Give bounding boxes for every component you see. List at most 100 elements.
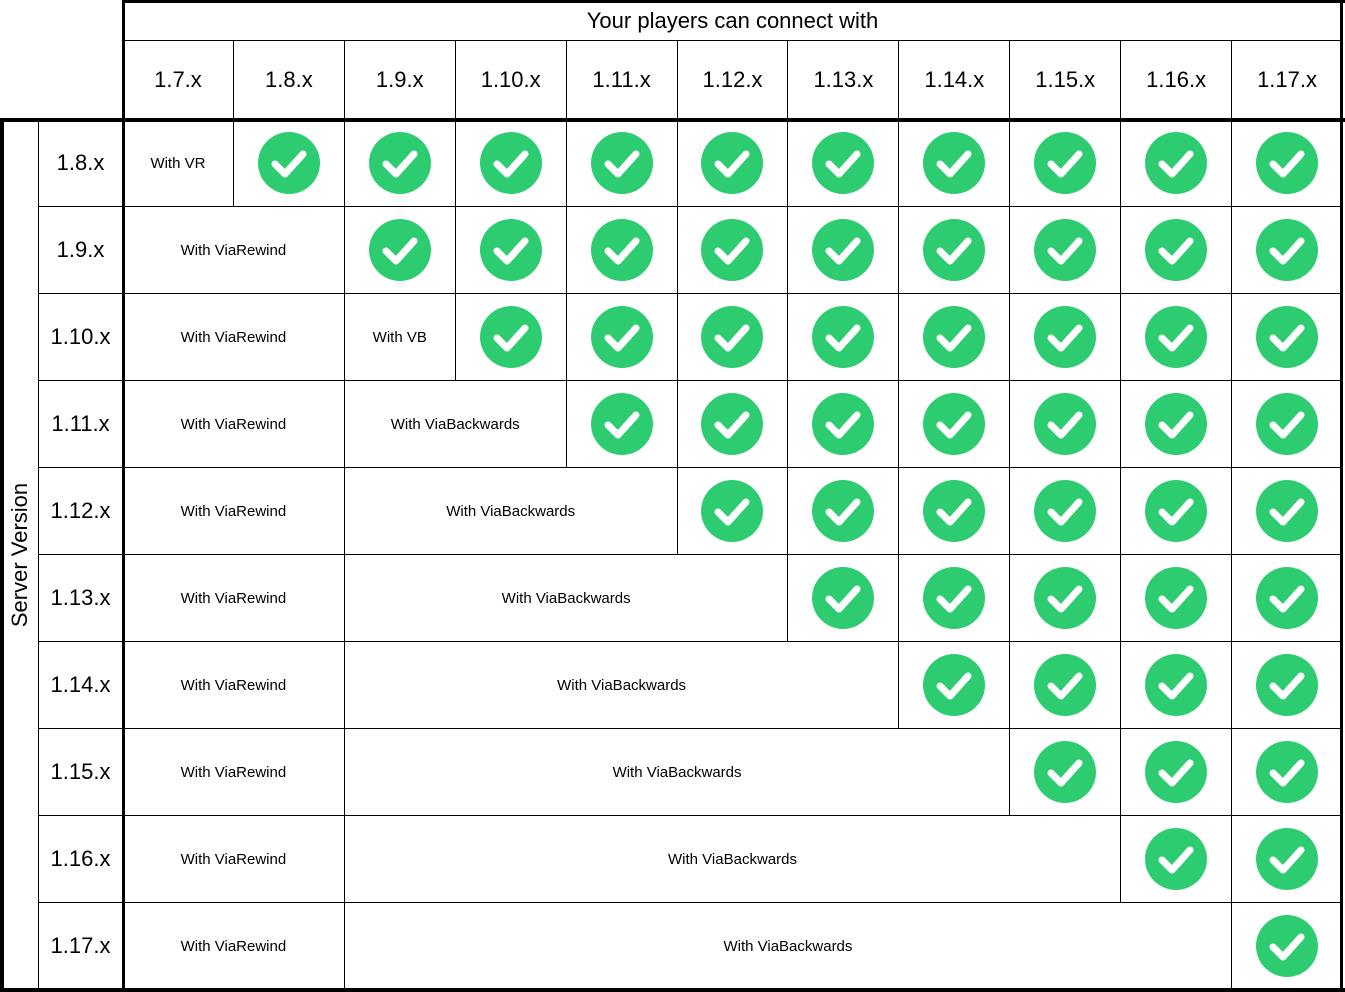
supported-cell xyxy=(788,381,900,468)
check-circle-icon xyxy=(1256,219,1319,281)
plugin-requirement-cell: With VR xyxy=(123,120,234,207)
client-version-header: 1.12.x xyxy=(677,41,789,120)
check-circle-icon xyxy=(923,654,986,716)
supported-cell xyxy=(788,294,900,381)
supported-cell xyxy=(677,120,789,207)
check-circle-icon xyxy=(1256,654,1319,716)
supported-cell xyxy=(788,555,900,642)
supported-cell xyxy=(566,294,678,381)
supported-cell xyxy=(1232,729,1343,816)
check-circle-icon xyxy=(590,393,653,455)
plugin-requirement-cell: With ViaBackwards xyxy=(344,903,1233,990)
supported-cell xyxy=(1010,729,1122,816)
client-version-header: 1.9.x xyxy=(344,41,456,120)
supported-cell xyxy=(677,294,789,381)
table-border xyxy=(1340,118,1343,992)
check-circle-icon xyxy=(1256,828,1319,890)
supported-cell xyxy=(566,120,678,207)
check-circle-icon xyxy=(1256,306,1319,368)
server-version-label: 1.16.x xyxy=(38,816,123,903)
check-circle-icon xyxy=(1256,132,1319,194)
client-version-header: 1.10.x xyxy=(455,41,567,120)
supported-cell xyxy=(899,555,1011,642)
client-version-header: 1.11.x xyxy=(566,41,678,120)
check-circle-icon xyxy=(1145,393,1208,455)
supported-cell xyxy=(1121,381,1233,468)
supported-cell xyxy=(1121,468,1233,555)
check-circle-icon xyxy=(1145,306,1208,368)
server-version-label: 1.12.x xyxy=(38,468,123,555)
supported-cell xyxy=(1121,207,1233,294)
client-version-header: 1.17.x xyxy=(1232,41,1343,120)
check-circle-icon xyxy=(1034,654,1097,716)
supported-cell xyxy=(677,468,789,555)
supported-cell xyxy=(788,207,900,294)
check-circle-icon xyxy=(479,132,542,194)
server-version-label: 1.9.x xyxy=(38,207,123,294)
client-version-header: 1.16.x xyxy=(1121,41,1233,120)
plugin-requirement-cell: With ViaRewind xyxy=(123,555,345,642)
server-version-label: 1.17.x xyxy=(38,903,123,990)
server-version-label: 1.15.x xyxy=(38,729,123,816)
check-circle-icon xyxy=(257,132,320,194)
check-circle-icon xyxy=(701,132,764,194)
supported-cell xyxy=(1010,294,1122,381)
server-version-label: 1.11.x xyxy=(38,381,123,468)
check-circle-icon xyxy=(1034,567,1097,629)
plugin-requirement-cell: With ViaBackwards xyxy=(344,816,1122,903)
supported-cell xyxy=(1232,120,1343,207)
check-circle-icon xyxy=(923,132,986,194)
client-version-header: 1.7.x xyxy=(123,41,234,120)
plugin-requirement-cell: With ViaBackwards xyxy=(344,729,1011,816)
supported-cell xyxy=(455,294,567,381)
plugin-requirement-cell: With ViaRewind xyxy=(123,729,345,816)
supported-cell xyxy=(788,120,900,207)
supported-cell xyxy=(677,207,789,294)
client-version-header: 1.14.x xyxy=(899,41,1011,120)
check-circle-icon xyxy=(1145,654,1208,716)
supported-cell xyxy=(344,207,456,294)
plugin-requirement-cell: With ViaRewind xyxy=(123,816,345,903)
supported-cell xyxy=(344,120,456,207)
check-circle-icon xyxy=(923,480,986,542)
check-circle-icon xyxy=(1145,567,1208,629)
supported-cell xyxy=(455,120,567,207)
supported-cell xyxy=(677,381,789,468)
table-border xyxy=(122,0,125,992)
check-circle-icon xyxy=(1145,828,1208,890)
check-circle-icon xyxy=(1256,393,1319,455)
check-circle-icon xyxy=(812,306,875,368)
supported-cell xyxy=(1232,903,1343,990)
check-circle-icon xyxy=(590,306,653,368)
plugin-requirement-cell: With ViaRewind xyxy=(123,468,345,555)
plugin-requirement-cell: With ViaRewind xyxy=(123,642,345,729)
supported-cell xyxy=(1232,555,1343,642)
check-circle-icon xyxy=(1145,741,1208,803)
check-circle-icon xyxy=(368,219,431,281)
check-circle-icon xyxy=(701,219,764,281)
plugin-requirement-cell: With ViaRewind xyxy=(123,207,345,294)
supported-cell xyxy=(1232,207,1343,294)
header-title: Your players can connect with xyxy=(123,2,1343,41)
check-circle-icon xyxy=(923,306,986,368)
plugin-requirement-cell: With ViaBackwards xyxy=(344,642,900,729)
supported-cell xyxy=(1121,642,1233,729)
supported-cell xyxy=(1232,468,1343,555)
supported-cell xyxy=(233,120,345,207)
supported-cell xyxy=(566,207,678,294)
check-circle-icon xyxy=(590,132,653,194)
check-circle-icon xyxy=(1256,741,1319,803)
supported-cell xyxy=(1121,294,1233,381)
supported-cell xyxy=(1121,120,1233,207)
client-version-header: 1.8.x xyxy=(233,41,345,120)
check-circle-icon xyxy=(1256,567,1319,629)
supported-cell xyxy=(566,381,678,468)
plugin-requirement-cell: With ViaBackwards xyxy=(344,381,567,468)
supported-cell xyxy=(899,381,1011,468)
supported-cell xyxy=(1232,294,1343,381)
check-circle-icon xyxy=(590,219,653,281)
check-circle-icon xyxy=(1034,219,1097,281)
check-circle-icon xyxy=(1256,480,1319,542)
check-circle-icon xyxy=(479,219,542,281)
check-circle-icon xyxy=(1034,306,1097,368)
